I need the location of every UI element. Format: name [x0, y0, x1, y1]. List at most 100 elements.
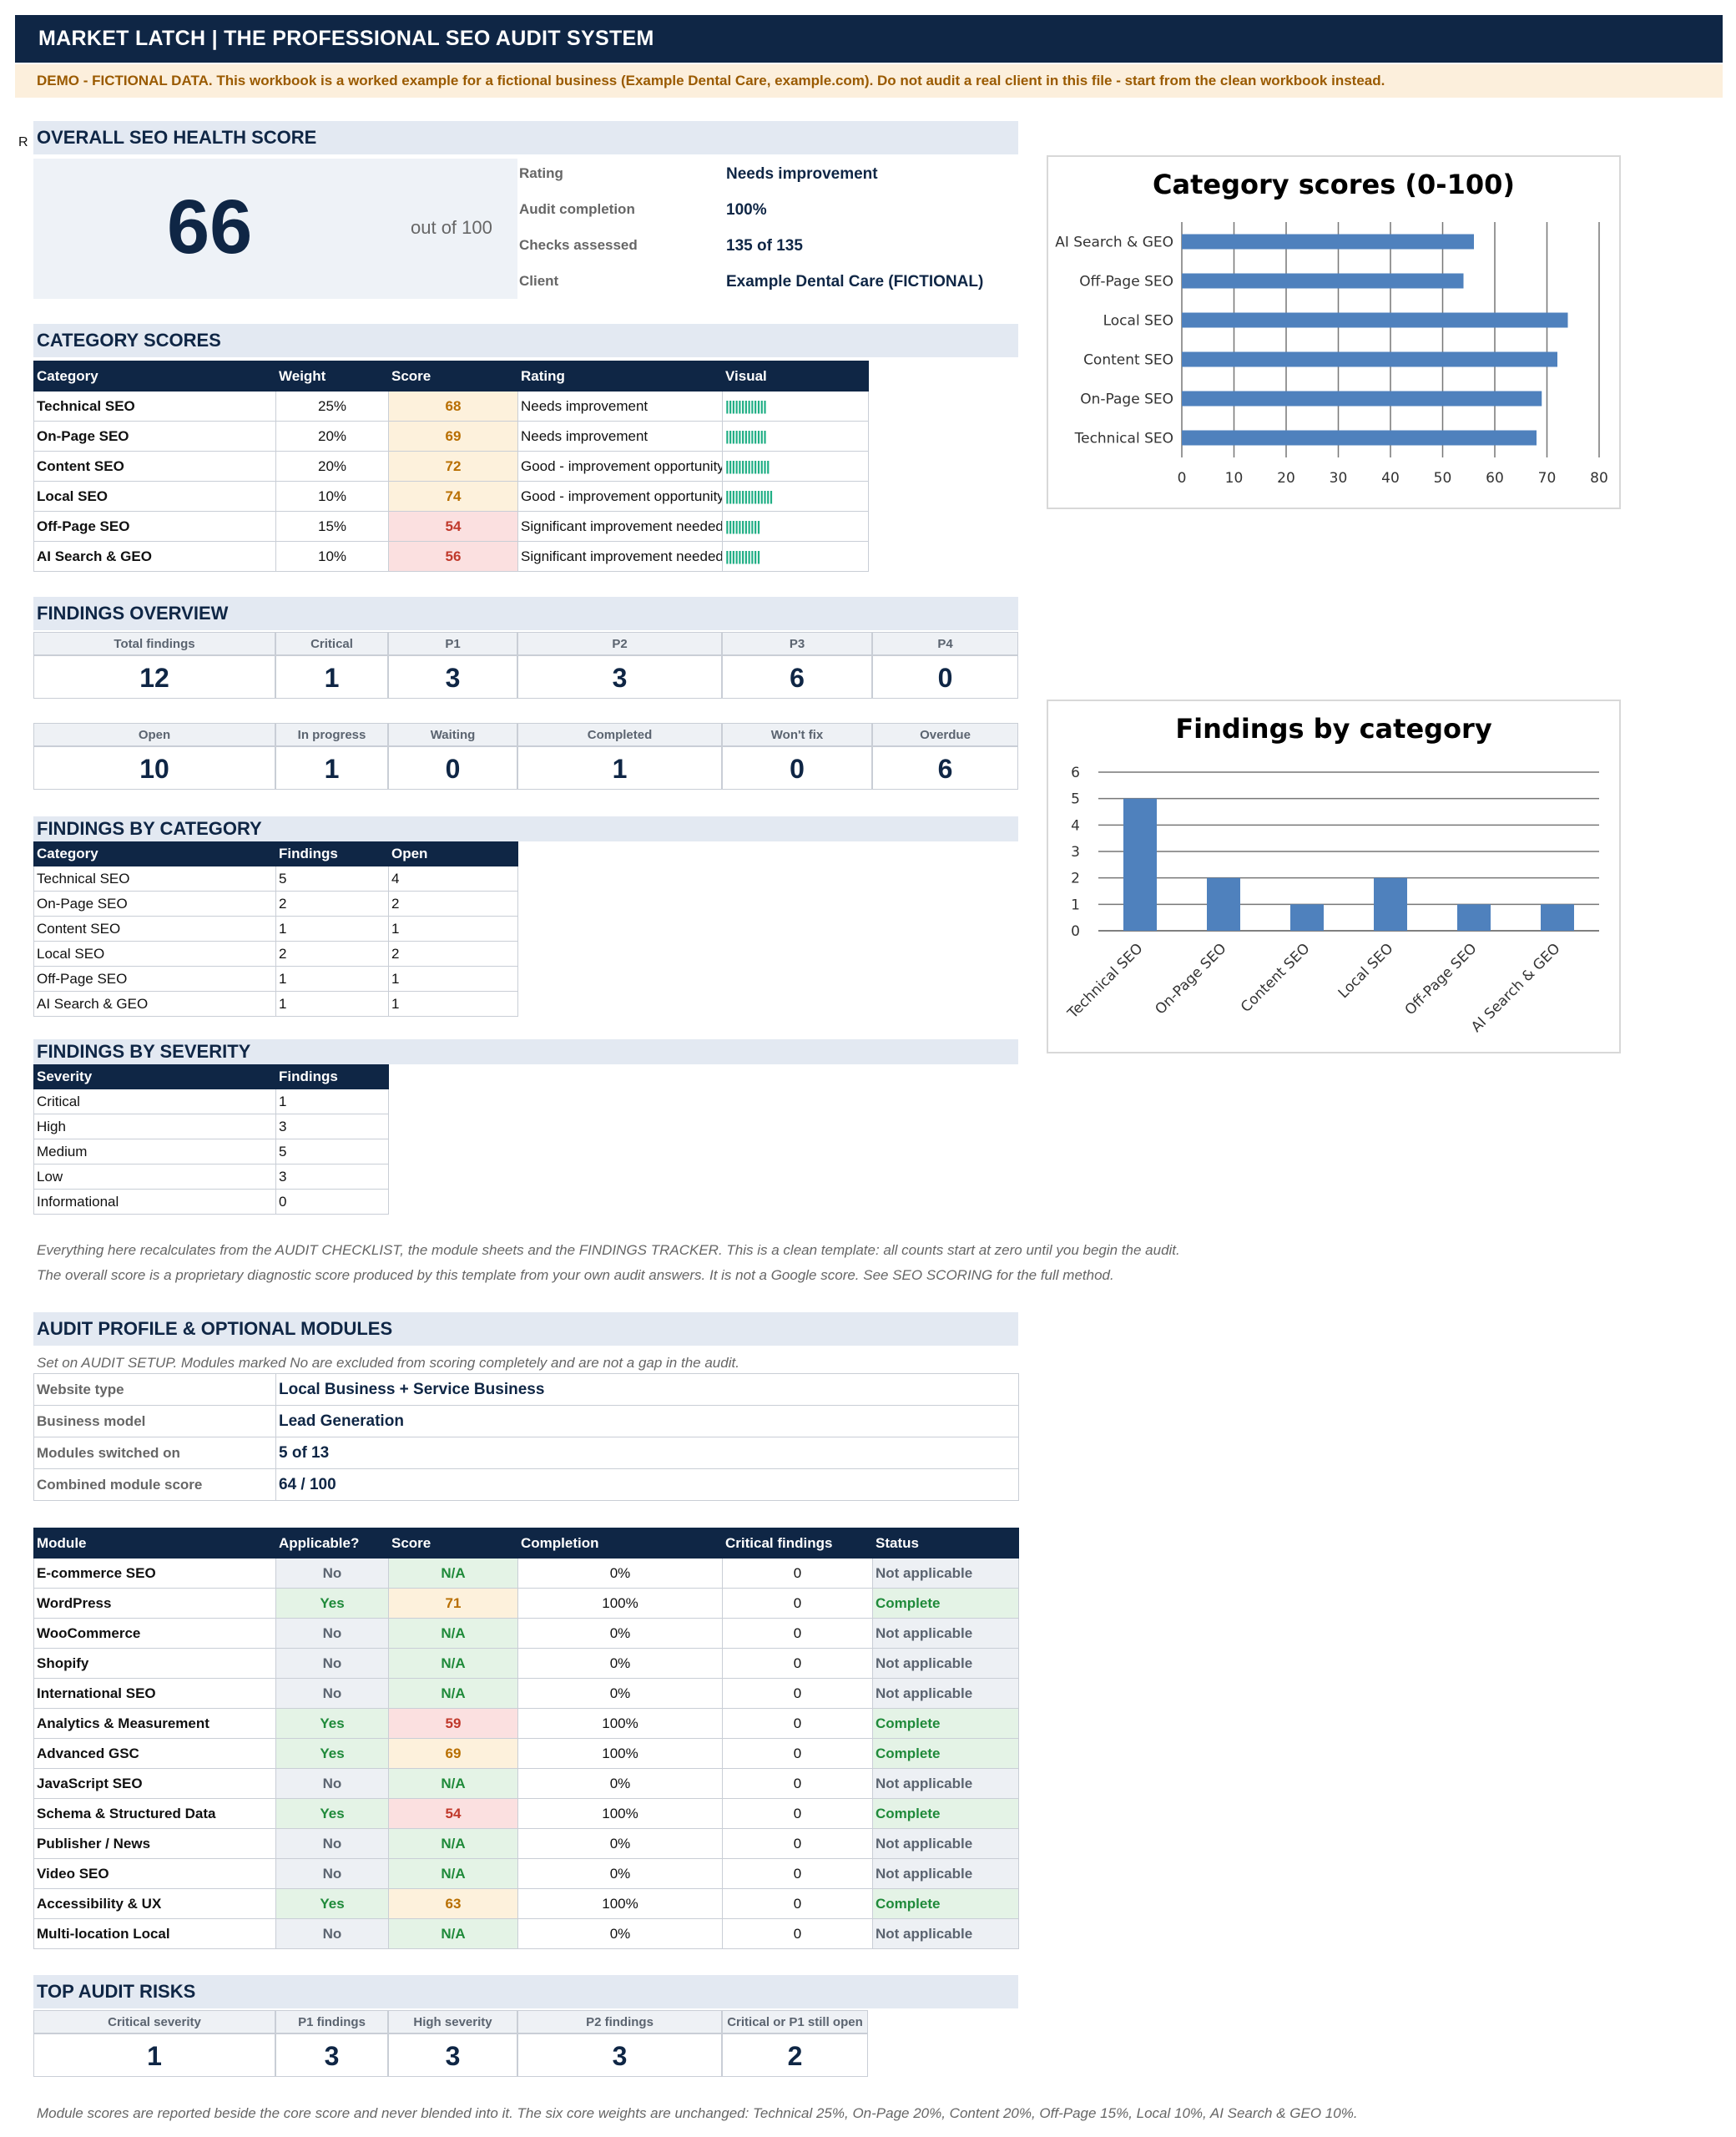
- module-applicable: Yes: [275, 1708, 389, 1739]
- module-status: Not applicable: [872, 1828, 1019, 1859]
- kpi-label: P3: [722, 632, 872, 655]
- category-score: 68: [388, 391, 518, 422]
- kpi-label: Critical or P1 still open: [722, 2010, 868, 2033]
- module-critical-findings: 0: [722, 1558, 873, 1589]
- profile-label: Website type: [33, 1373, 276, 1406]
- kpi-label: P1: [388, 632, 517, 655]
- bar: [1182, 351, 1557, 367]
- module-name: Advanced GSC: [33, 1738, 276, 1769]
- table-row: Website type Local Business + Service Bus…: [33, 1373, 1019, 1406]
- module-name: E-commerce SEO: [33, 1558, 276, 1589]
- x-tick-label: Local SEO: [1335, 940, 1397, 1002]
- audit-profile-note: Set on AUDIT SETUP. Modules marked No ar…: [37, 1355, 739, 1371]
- stray-char: R: [18, 135, 28, 149]
- module-score: N/A: [388, 1678, 518, 1709]
- module-completion: 0%: [517, 1858, 723, 1889]
- module-completion: 100%: [517, 1738, 723, 1769]
- section-health-title: OVERALL SEO HEALTH SCORE: [33, 121, 1018, 154]
- module-status: Not applicable: [872, 1918, 1019, 1949]
- x-tick-label: 70: [1538, 470, 1557, 487]
- y-tick-label: Off-Page SEO: [1079, 274, 1173, 290]
- category-weight: 25%: [275, 391, 389, 422]
- table-row: Medium 5: [33, 1139, 389, 1164]
- module-applicable: Yes: [275, 1738, 389, 1769]
- table-cell: Technical SEO: [33, 866, 276, 892]
- module-status: Not applicable: [872, 1858, 1019, 1889]
- module-name: International SEO: [33, 1678, 276, 1709]
- kpi-label: In progress: [275, 723, 388, 746]
- table-cell: AI Search & GEO: [33, 991, 276, 1017]
- kpi-value: 3: [517, 655, 722, 699]
- module-status: Complete: [872, 1798, 1019, 1829]
- findings-by-category-table: Category Findings Open Technical SEO 5 4 On…: [33, 841, 518, 1017]
- table-row: Critical 1: [33, 1089, 389, 1114]
- y-tick-label: Technical SEO: [1074, 431, 1173, 447]
- health-detail-label: Audit completion: [519, 201, 635, 217]
- findings-overview-row-1: Total findings Critical P1 P2 P3 P4 12 1 3 3 6 0: [33, 632, 1018, 699]
- section-findings-overview-title: FINDINGS OVERVIEW: [33, 597, 1018, 630]
- note-line-2: The overall score is a proprietary diagn…: [37, 1267, 1114, 1283]
- col-header: Visual: [722, 361, 869, 392]
- x-tick-label: 20: [1277, 470, 1295, 487]
- bar: [1374, 877, 1407, 931]
- x-tick-label: Technical SEO: [1064, 940, 1147, 1023]
- col-header: Module: [33, 1528, 276, 1559]
- module-status: Not applicable: [872, 1648, 1019, 1679]
- health-detail-label: Rating: [519, 165, 563, 181]
- module-score: 63: [388, 1888, 518, 1919]
- module-name: JavaScript SEO: [33, 1768, 276, 1799]
- col-header: Severity: [33, 1064, 276, 1089]
- category-name: Content SEO: [33, 451, 276, 482]
- table-cell: Local SEO: [33, 941, 276, 967]
- kpi-value: 3: [275, 2033, 388, 2077]
- section-top-risks-title: TOP AUDIT RISKS: [33, 1975, 1018, 2008]
- bar: [1182, 312, 1568, 328]
- health-score-panel: 66 out of 100: [33, 159, 517, 299]
- kpi-label: Total findings: [33, 632, 275, 655]
- kpi-label: P2 findings: [517, 2010, 722, 2033]
- table-row: Off-Page SEO 1 1: [33, 966, 518, 992]
- table-cell: 2: [388, 941, 518, 967]
- kpi-value: 10: [33, 746, 275, 790]
- table-row: Publisher / News No N/A 0% 0 Not applicable: [33, 1828, 1019, 1859]
- category-weight: 20%: [275, 451, 389, 482]
- module-critical-findings: 0: [722, 1738, 873, 1769]
- module-status: Not applicable: [872, 1678, 1019, 1709]
- y-tick-label: On-Page SEO: [1080, 392, 1173, 408]
- module-status: Not applicable: [872, 1558, 1019, 1589]
- kpi-value: 2: [722, 2033, 868, 2077]
- module-critical-findings: 0: [722, 1678, 873, 1709]
- module-name: WooCommerce: [33, 1618, 276, 1649]
- module-applicable: No: [275, 1618, 389, 1649]
- category-name: Off-Page SEO: [33, 511, 276, 542]
- table-cell: Off-Page SEO: [33, 966, 276, 992]
- category-score: 72: [388, 451, 518, 482]
- x-tick-label: 80: [1590, 470, 1608, 487]
- table-row: Low 3: [33, 1164, 389, 1190]
- table-cell: 3: [275, 1164, 389, 1190]
- table-cell: Content SEO: [33, 916, 276, 942]
- kpi-label: Open: [33, 723, 275, 746]
- kpi-label: Won't fix: [722, 723, 872, 746]
- table-cell: 3: [275, 1114, 389, 1139]
- y-tick-label: 0: [1071, 923, 1080, 940]
- table-cell: 1: [388, 991, 518, 1017]
- x-tick-label: Off-Page SEO: [1402, 940, 1481, 1018]
- module-completion: 0%: [517, 1828, 723, 1859]
- module-critical-findings: 0: [722, 1918, 873, 1949]
- module-critical-findings: 0: [722, 1588, 873, 1619]
- findings-by-category-chart: Findings by category 0 1 2 3 4 5 6 Technical SEO…: [1047, 700, 1621, 1053]
- x-tick-label: 30: [1330, 470, 1348, 487]
- bar: [1290, 904, 1324, 931]
- chart-title: Category scores (0-100): [1153, 169, 1515, 200]
- col-header: Findings: [275, 841, 389, 866]
- y-tick-label: Local SEO: [1103, 313, 1173, 330]
- y-tick-label: 3: [1071, 844, 1080, 861]
- category-score: 56: [388, 541, 518, 572]
- module-completion: 100%: [517, 1588, 723, 1619]
- col-header: Category: [33, 841, 276, 866]
- x-tick-label: 50: [1434, 470, 1452, 487]
- col-header: Findings: [275, 1064, 389, 1089]
- findings-by-category-chart-svg: Findings by category 0 1 2 3 4 5 6 Technical SEO…: [1064, 713, 1599, 1036]
- module-status: Complete: [872, 1738, 1019, 1769]
